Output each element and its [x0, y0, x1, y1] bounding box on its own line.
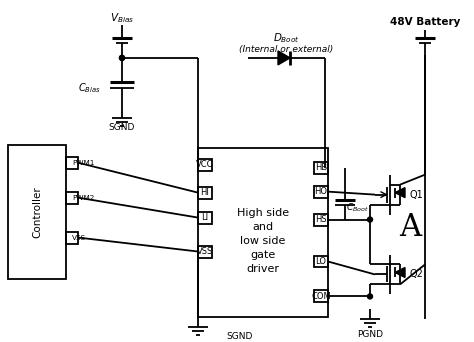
Bar — [198, 246, 212, 258]
Text: HO: HO — [315, 187, 328, 196]
Circle shape — [367, 294, 373, 299]
Circle shape — [367, 217, 373, 222]
Bar — [198, 187, 212, 199]
Text: A: A — [399, 212, 421, 243]
Text: LI: LI — [201, 213, 209, 222]
Text: Q1: Q1 — [410, 189, 424, 200]
Text: (Internal or external): (Internal or external) — [239, 45, 334, 54]
Bar — [66, 192, 78, 203]
Text: Q2: Q2 — [410, 269, 424, 279]
Text: $C_{Bias}$: $C_{Bias}$ — [78, 81, 101, 95]
Text: SGND: SGND — [227, 332, 253, 341]
Text: $V_{Bias}$: $V_{Bias}$ — [110, 11, 134, 25]
Bar — [66, 157, 78, 169]
Bar — [314, 290, 328, 302]
Text: LO: LO — [316, 257, 327, 266]
Bar — [8, 145, 66, 279]
Bar — [198, 212, 212, 224]
Bar — [198, 159, 212, 171]
Text: HI: HI — [201, 188, 210, 197]
Bar — [314, 255, 328, 267]
Bar — [66, 232, 78, 244]
Bar — [314, 214, 328, 226]
Text: $D_{Boot}$: $D_{Boot}$ — [273, 31, 300, 45]
Text: VSS: VSS — [197, 247, 213, 256]
Bar — [314, 162, 328, 174]
Bar — [314, 186, 328, 198]
Text: Controller: Controller — [32, 186, 42, 238]
Text: PGND: PGND — [357, 330, 383, 339]
Text: 48V Battery: 48V Battery — [390, 17, 460, 27]
Circle shape — [119, 55, 125, 61]
Polygon shape — [278, 51, 290, 65]
Text: PWM2: PWM2 — [72, 195, 94, 201]
Text: COM: COM — [311, 292, 331, 301]
Text: HB: HB — [315, 163, 327, 172]
Text: VCC: VCC — [196, 160, 214, 169]
Polygon shape — [395, 267, 405, 277]
Text: High side
and
low side
gate
driver: High side and low side gate driver — [237, 208, 289, 274]
Polygon shape — [395, 188, 405, 198]
Text: HS: HS — [315, 215, 327, 224]
Text: VSS: VSS — [72, 235, 86, 240]
Bar — [198, 148, 328, 317]
Text: SGND: SGND — [109, 123, 135, 132]
Circle shape — [119, 55, 125, 61]
Text: $C_{Boot}$: $C_{Boot}$ — [346, 201, 370, 214]
Text: PWM1: PWM1 — [72, 160, 94, 166]
